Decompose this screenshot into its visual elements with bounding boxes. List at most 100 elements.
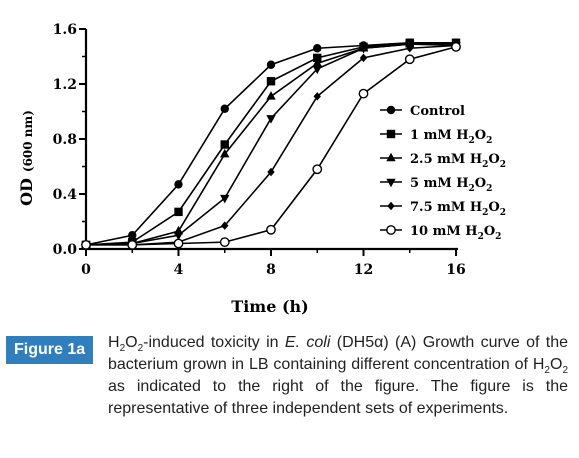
data-point-diamond <box>387 201 395 211</box>
legend-label: 7.5 mM H2O2 <box>410 200 506 218</box>
x-tick-label: 12 <box>354 262 373 278</box>
legend-label-o: O <box>475 176 486 191</box>
data-point-open-circle <box>219 237 230 248</box>
legend-entry-4: 7.5 mM H2O2 <box>380 200 506 218</box>
legend-label: 10 mM H2O2 <box>410 224 501 242</box>
legend-label-sub: 2 <box>500 160 506 170</box>
caption-o: O <box>549 356 563 373</box>
legend-label: Control <box>410 104 465 119</box>
legend-label-sub: 2 <box>482 160 488 170</box>
caption-o: O <box>125 334 138 351</box>
legend-label-o: O <box>484 224 495 239</box>
figure-label: Figure 1a <box>6 336 94 364</box>
data-point-triangle-down <box>173 232 184 241</box>
data-point-diamond <box>359 53 368 63</box>
series-line <box>86 44 457 246</box>
data-point-diamond <box>221 221 229 230</box>
x-tick-label: 4 <box>174 262 184 278</box>
series-line <box>85 43 457 246</box>
caption-sub: 2 <box>562 365 568 377</box>
caption-h: H <box>108 334 120 351</box>
data-point-circle <box>386 105 396 115</box>
caption-sub: 2 <box>544 365 550 377</box>
legend-label-sub: 2 <box>469 184 475 194</box>
data-point-triangle-up <box>312 58 322 67</box>
legend-label-sub: 2 <box>495 232 501 242</box>
legend-entry-2: 2.5 mM H2O2 <box>380 152 506 170</box>
y-tick-label: 1.6 <box>53 22 77 38</box>
series-line <box>85 41 456 246</box>
data-point-triangle-up <box>266 91 276 100</box>
series-line <box>85 43 456 246</box>
data-point-circle <box>313 44 322 53</box>
figure-caption: H2O2-induced toxicity in E. coli (DH5α) … <box>108 332 568 420</box>
data-point-open-circle <box>266 224 276 235</box>
legend-entry-0: Control <box>380 104 465 119</box>
legend-label-sub: 2 <box>500 208 506 218</box>
data-point-circle <box>128 231 137 240</box>
legend-label-main: 2.5 mM H <box>410 152 482 167</box>
series-0 <box>81 38 461 250</box>
data-point-circle <box>220 104 229 113</box>
legend-entry-3: 5 mM H2O2 <box>380 176 492 194</box>
legend-label-sub: 2 <box>486 184 492 194</box>
y-tick-label: 0.4 <box>53 187 78 203</box>
data-point-circle <box>174 180 183 189</box>
y-axis-label-main: OD <box>17 178 36 206</box>
data-point-square <box>174 207 183 217</box>
legend-label-sub: 2 <box>482 208 488 218</box>
legend-label-main: 1 mM H <box>410 128 469 143</box>
legend-label-o: O <box>475 128 486 143</box>
series-1 <box>81 38 461 250</box>
data-point-open-circle <box>404 54 415 65</box>
data-point-triangle-down <box>386 178 396 188</box>
data-point-circle <box>266 60 276 69</box>
data-point-triangle-down <box>358 45 369 54</box>
caption-text-2: (DH5α) (A) Growth curve of the bacterium… <box>108 334 569 373</box>
data-point-open-circle <box>312 164 323 175</box>
caption-sub: 2 <box>137 343 144 355</box>
data-point-open-circle <box>358 88 369 99</box>
x-tick-label: 16 <box>446 262 465 278</box>
data-point-square <box>313 53 322 63</box>
data-point-triangle-down <box>220 194 230 204</box>
y-axis-label: OD (600 nm) <box>17 110 36 206</box>
series-4 <box>82 41 460 250</box>
series-5 <box>81 41 461 250</box>
data-point-diamond <box>406 44 414 53</box>
data-point-square <box>266 77 276 86</box>
caption-text-1: -induced toxicity in <box>143 334 285 351</box>
chart-series <box>81 38 461 251</box>
caption-sub: 2 <box>119 343 126 355</box>
series-3 <box>81 40 461 251</box>
x-axis-label: Time (h) <box>231 297 308 316</box>
y-tick-label: 0.0 <box>53 242 78 258</box>
chart-axes: 0.0 0.4 0.8 1.2 1.6 0 4 8 12 16 <box>53 22 466 278</box>
legend-label-main: 5 mM H <box>410 176 469 191</box>
series-line <box>86 46 457 246</box>
legend-entry-5: 10 mM H2O2 <box>380 224 501 242</box>
data-point-open-circle <box>451 41 461 52</box>
legend-label-o: O <box>488 200 499 215</box>
data-point-triangle-up <box>220 148 230 158</box>
data-point-open-circle <box>81 239 91 250</box>
data-point-open-circle <box>386 225 396 235</box>
y-axis-label-unit: (600 nm) <box>21 110 35 172</box>
data-point-open-circle <box>127 239 138 250</box>
legend-label-main: 10 mM H <box>410 224 478 239</box>
data-point-open-circle <box>173 238 184 249</box>
data-point-triangle-down <box>312 65 322 75</box>
data-point-diamond <box>313 92 321 101</box>
legend-label-sub: 2 <box>478 232 484 242</box>
data-point-diamond <box>267 167 275 177</box>
legend-label-main: 7.5 mM H <box>410 200 482 215</box>
x-tick-label: 0 <box>81 262 91 278</box>
caption-text-3: as indicated to the right of the figure.… <box>108 378 568 417</box>
caption-organism: E. coli <box>284 334 331 351</box>
legend-label: 5 mM H2O2 <box>410 176 492 194</box>
legend-label-sub: 2 <box>486 136 492 146</box>
y-tick-label: 0.8 <box>53 132 77 148</box>
legend-label-main: Control <box>410 104 465 119</box>
